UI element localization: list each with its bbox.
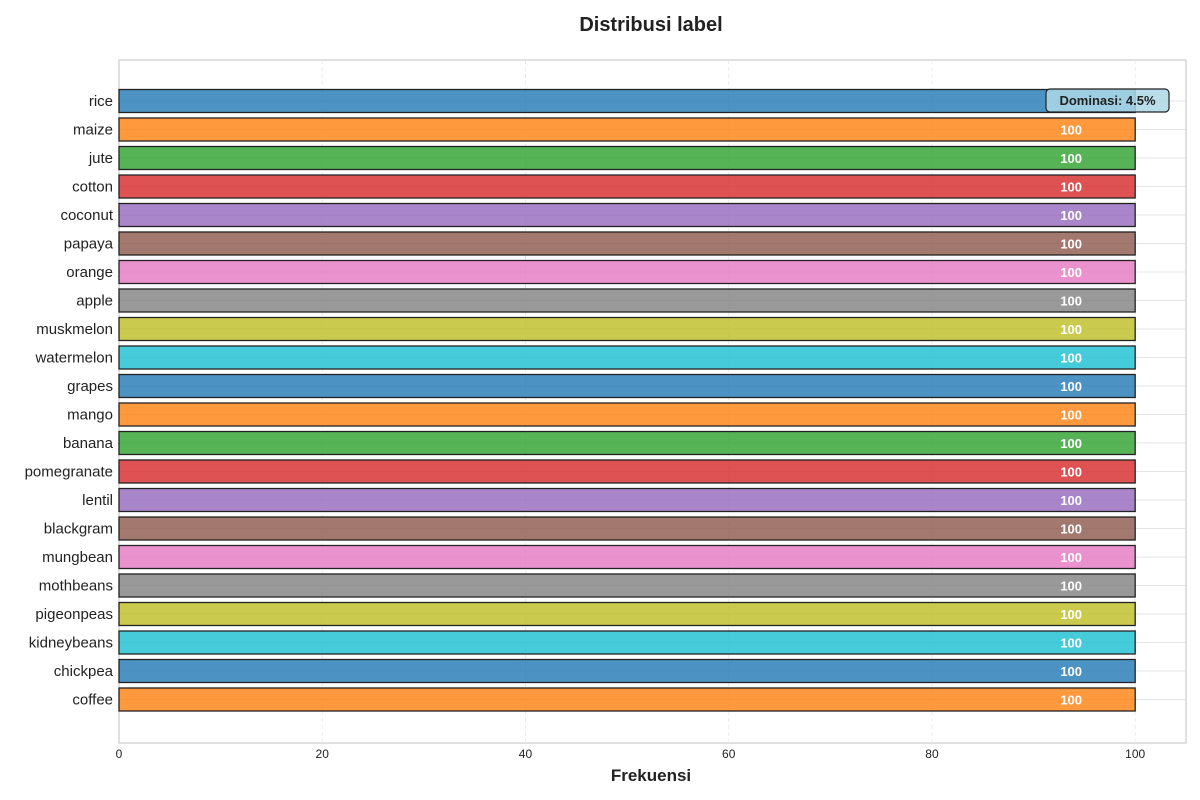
category-label: watermelon	[34, 350, 113, 367]
annotation-box	[1045, 88, 1170, 113]
bar-value-label: 100	[1060, 465, 1082, 480]
bar-value-label: 100	[1060, 408, 1082, 423]
x-tick-label: 60	[722, 747, 736, 761]
bar-mango	[118, 402, 1136, 427]
category-label: apple	[76, 293, 113, 310]
bar-mungbean	[118, 544, 1136, 570]
bar-grapes	[118, 373, 1136, 399]
bar-cotton	[118, 174, 1136, 199]
bar-value-label: 100	[1060, 379, 1082, 394]
category-label: cotton	[72, 179, 113, 196]
bar-muskmelon	[118, 316, 1136, 342]
x-tick-label: 0	[116, 747, 123, 761]
category-label: muskmelon	[36, 321, 113, 338]
category-label: mothbeans	[39, 578, 113, 595]
bar-value-label: 100	[1060, 607, 1082, 622]
category-label: grapes	[67, 378, 113, 395]
bar-value-label: 100	[1060, 351, 1082, 366]
x-axis-label: Frekuensi	[611, 766, 691, 785]
bar-value-label: 100	[1060, 579, 1082, 594]
category-label: coconut	[60, 207, 113, 224]
category-label: pigeonpeas	[35, 606, 113, 623]
bar-papaya	[118, 231, 1136, 256]
bar-apple	[118, 288, 1136, 313]
bar-chickpea	[118, 658, 1136, 684]
bar-value-label: 100	[1060, 664, 1082, 679]
category-label: kidneybeans	[29, 635, 113, 652]
bar-rice	[118, 88, 1136, 114]
bar-kidneybeans	[118, 630, 1136, 655]
x-tick-label: 40	[519, 747, 533, 761]
bar-value-label: 100	[1060, 123, 1082, 138]
category-label: orange	[66, 264, 113, 281]
bar-value-label: 100	[1060, 522, 1082, 537]
category-label: mango	[67, 407, 113, 424]
category-label: banana	[63, 435, 114, 452]
bar-value-label: 100	[1060, 322, 1082, 337]
category-label: jute	[88, 150, 113, 167]
category-label: blackgram	[44, 521, 113, 538]
bar-jute	[118, 145, 1136, 171]
bar-orange	[118, 259, 1136, 285]
plot-frame	[118, 59, 1187, 744]
category-label: chickpea	[54, 663, 114, 680]
bar-value-label: 100	[1060, 151, 1082, 166]
bar-pomegranate	[118, 459, 1136, 484]
bar-value-label: 100	[1060, 436, 1082, 451]
bar-value-label: 100	[1060, 493, 1082, 508]
bar-banana	[118, 430, 1136, 456]
bar-value-label: 100	[1060, 294, 1082, 309]
x-tick-label: 100	[1125, 747, 1145, 761]
bar-mothbeans	[118, 573, 1136, 598]
category-label: maize	[73, 122, 113, 139]
bar-pigeonpeas	[118, 601, 1136, 627]
category-label: lentil	[82, 492, 113, 509]
x-tick-label: 20	[316, 747, 330, 761]
x-tick-label: 80	[925, 747, 939, 761]
annotation-layer: Dominasi: 4.5%	[1045, 88, 1170, 113]
category-label: mungbean	[42, 549, 113, 566]
category-label: papaya	[64, 236, 114, 253]
category-label: pomegranate	[25, 464, 113, 481]
bar-value-label: 100	[1060, 208, 1082, 223]
bar-maize	[118, 117, 1136, 142]
bar-watermelon	[118, 345, 1136, 370]
bar-value-label: 100	[1060, 550, 1082, 565]
bar-value-label: 100	[1060, 636, 1082, 651]
category-label: coffee	[72, 692, 113, 709]
bars-layer	[118, 88, 1136, 712]
bar-lentil	[118, 487, 1136, 513]
bar-value-label: 100	[1060, 237, 1082, 252]
bar-value-label: 100	[1060, 693, 1082, 708]
bar-blackgram	[118, 516, 1136, 541]
chart-title: Distribusi label	[579, 14, 722, 36]
bar-value-label: 100	[1060, 180, 1082, 195]
bar-coconut	[118, 202, 1136, 228]
category-label: rice	[89, 93, 113, 110]
labels-layer: 0 20 40 60 80 100 rice maize 100 jute 100 cotton 100…	[25, 93, 1146, 761]
bar-coffee	[118, 687, 1136, 712]
annotation-text: Dominasi: 4.5%	[1059, 93, 1156, 108]
bar-value-label: 100	[1060, 265, 1082, 280]
